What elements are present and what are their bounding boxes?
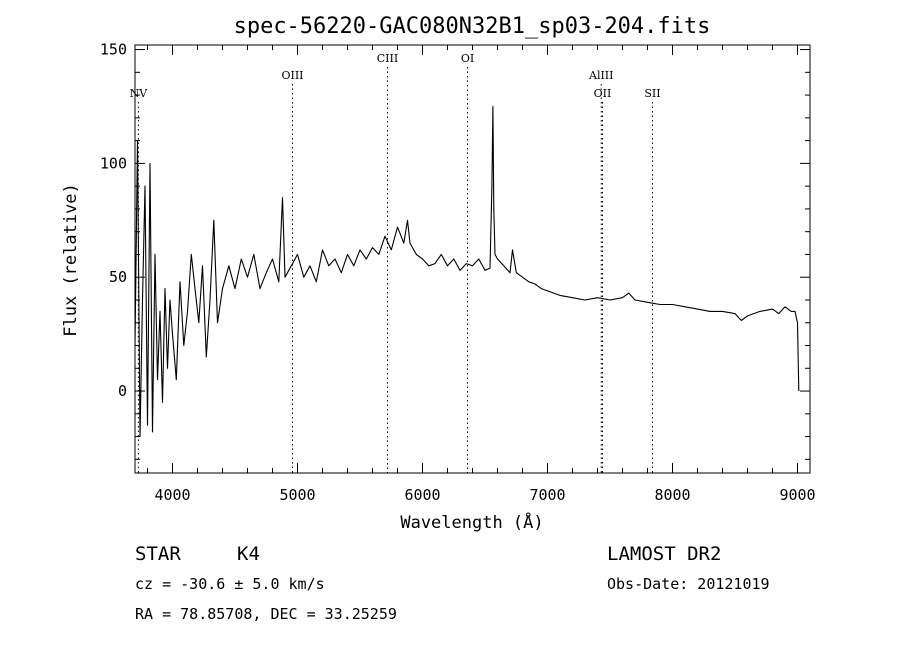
line-marker-label-nv: NV [130,87,149,100]
y-tick-label: 0 [118,382,127,400]
redshift-text: cz = -30.6 ± 5.0 km/s [135,575,325,593]
coordinates-text: RA = 78.85708, DEC = 33.25259 [135,605,397,623]
x-tick-label: 9000 [779,486,815,504]
x-tick-label: 6000 [404,486,440,504]
line-marker-label-oii: OII [594,87,612,100]
line-marker-label-aliii: AlIII [588,69,614,82]
line-marker-label-ciii: CIII [377,52,398,65]
object-class: STAR [135,543,181,565]
spectrum-line [134,105,800,438]
axis-tick-labels: 4000 5000 6000 7000 8000 9000 0 50 100 150 [100,41,816,504]
x-tick-label: 7000 [529,486,565,504]
line-marker-label-sii: SII [644,87,660,100]
object-subclass: K4 [237,543,260,565]
spectrum-series [134,105,800,438]
x-tick-label: 8000 [654,486,690,504]
y-tick-label: 100 [100,154,127,172]
y-axis-label: Flux (relative) [61,183,81,337]
line-marker-label-oi: OI [461,52,474,65]
y-tick-label: 150 [100,41,127,59]
emission-line-markers: NV OIII CIII OI AlIII OII SII [130,52,661,473]
plot-frame [134,44,811,474]
obs-date-text: Obs-Date: 20121019 [607,575,770,593]
line-marker-label-oiii: OIII [281,69,303,82]
axis-ticks [135,45,810,473]
x-axis-label: Wavelength (Å) [400,511,543,533]
chart-title: spec-56220-GAC080N32B1_sp03-204.fits [234,14,711,39]
x-tick-label: 4000 [154,486,190,504]
survey-label: LAMOST DR2 [607,543,721,565]
y-tick-label: 50 [109,268,127,286]
x-tick-label: 5000 [279,486,315,504]
